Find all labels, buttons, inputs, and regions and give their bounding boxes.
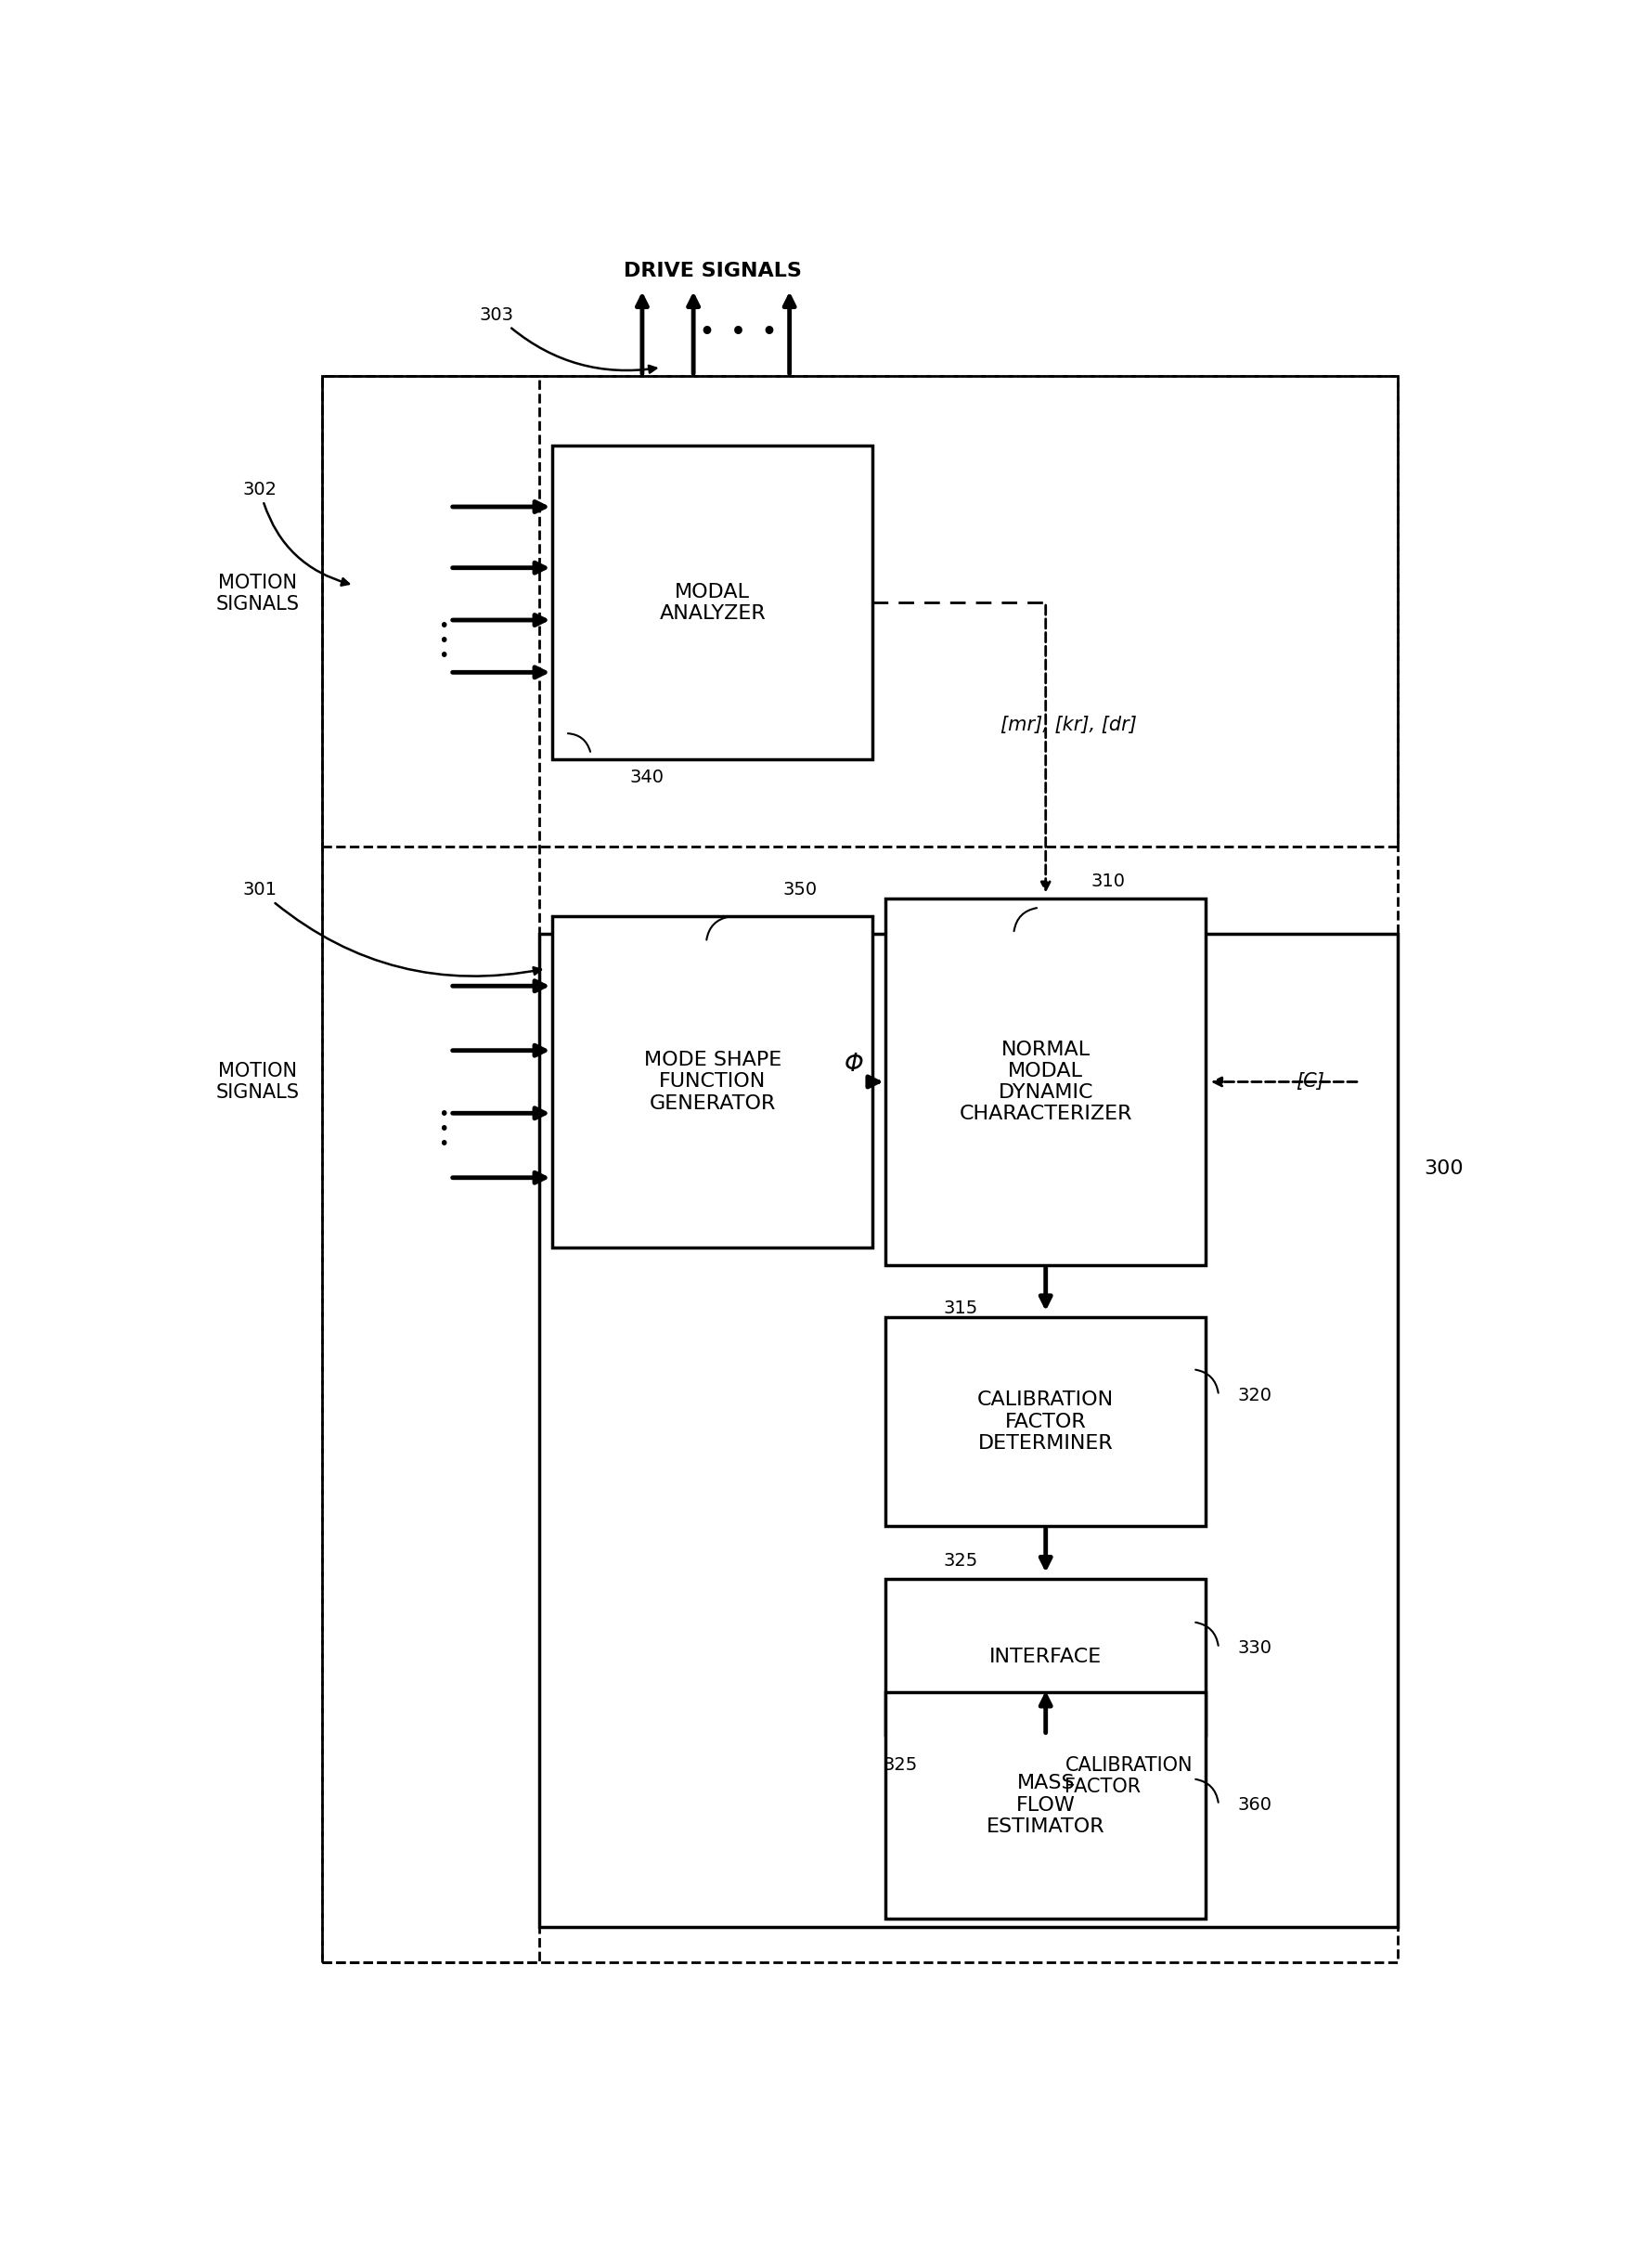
Text: 300: 300 [1422, 1159, 1462, 1179]
Text: •  •  •: • • • [699, 321, 776, 344]
Text: 315: 315 [943, 1299, 978, 1317]
Bar [885, 1317, 1206, 1525]
Text: MOTION
SIGNALS: MOTION SIGNALS [216, 575, 299, 613]
Bar [552, 446, 872, 760]
Text: [C]: [C] [1295, 1073, 1323, 1091]
Text: 350: 350 [783, 880, 818, 898]
Text: CALIBRATION
FACTOR: CALIBRATION FACTOR [1064, 1756, 1191, 1797]
Text: 320: 320 [1237, 1387, 1272, 1405]
Text: Φ: Φ [844, 1052, 862, 1077]
Bar [885, 1580, 1206, 1736]
Text: 310: 310 [1090, 874, 1125, 889]
Bar [322, 376, 539, 1962]
Bar [885, 898, 1206, 1265]
Text: 303: 303 [479, 306, 656, 373]
Text: MASS
FLOW
ESTIMATOR: MASS FLOW ESTIMATOR [986, 1774, 1104, 1835]
Text: [mr], [kr], [dr]: [mr], [kr], [dr] [999, 715, 1137, 733]
Text: •
•
•: • • • [438, 1104, 449, 1152]
Bar [322, 376, 1398, 846]
Text: 360: 360 [1237, 1797, 1272, 1813]
Text: MODE SHAPE
FUNCTION
GENERATOR: MODE SHAPE FUNCTION GENERATOR [644, 1050, 781, 1113]
Text: CALIBRATION
FACTOR
DETERMINER: CALIBRATION FACTOR DETERMINER [976, 1392, 1113, 1453]
Text: 301: 301 [243, 880, 540, 975]
Text: 302: 302 [243, 480, 349, 586]
Bar [322, 376, 1398, 1962]
Bar [885, 1693, 1206, 1919]
Bar [539, 935, 1398, 1928]
Text: •
•
•: • • • [438, 618, 449, 665]
Text: NORMAL
MODAL
DYNAMIC
CHARACTERIZER: NORMAL MODAL DYNAMIC CHARACTERIZER [958, 1041, 1132, 1122]
Text: MOTION
SIGNALS: MOTION SIGNALS [216, 1061, 299, 1102]
Text: 340: 340 [629, 767, 664, 785]
Bar [552, 917, 872, 1247]
Text: DRIVE SIGNALS: DRIVE SIGNALS [623, 263, 801, 281]
Text: MODAL
ANALYZER: MODAL ANALYZER [659, 582, 765, 622]
Text: 330: 330 [1237, 1638, 1272, 1657]
Text: 325: 325 [882, 1756, 917, 1774]
Text: 325: 325 [943, 1552, 978, 1571]
Text: INTERFACE: INTERFACE [990, 1647, 1102, 1666]
